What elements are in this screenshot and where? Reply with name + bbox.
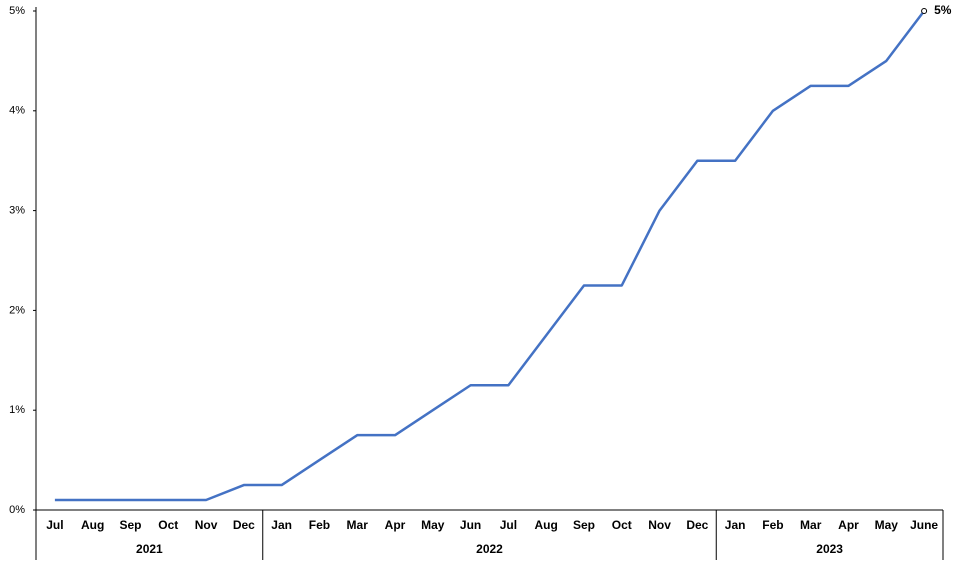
x-tick-label: Nov xyxy=(648,518,671,532)
x-tick-label: Jun xyxy=(460,518,481,532)
line-series xyxy=(54,10,926,502)
x-tick-label: Apr xyxy=(385,518,406,532)
x-tick-label: Dec xyxy=(686,518,708,532)
x-tick-label: May xyxy=(875,518,899,532)
x-tick-label: Mar xyxy=(347,518,369,532)
group-label: 2023 xyxy=(816,542,843,556)
x-tick-label: Oct xyxy=(612,518,632,532)
x-tick-label: Sep xyxy=(119,518,141,532)
x-tick-label: Feb xyxy=(309,518,330,532)
x-tick-label: Oct xyxy=(158,518,178,532)
y-tick-label: 0% xyxy=(9,504,25,516)
data-label: 5% xyxy=(934,3,952,17)
x-tick-label: Mar xyxy=(800,518,822,532)
x-tick-label: Apr xyxy=(838,518,859,532)
point-marker xyxy=(921,8,928,14)
x-tick-label: Jan xyxy=(725,518,746,532)
x-tick-label: Aug xyxy=(81,518,104,532)
x-tick-label: Feb xyxy=(762,518,783,532)
y-tick-label: 2% xyxy=(9,304,25,316)
x-tick-label: Jul xyxy=(46,518,63,532)
y-tick-label: 1% xyxy=(9,404,25,416)
y-tick-label: 5% xyxy=(9,5,25,17)
group-label: 2022 xyxy=(476,542,503,556)
x-tick-label: Dec xyxy=(233,518,255,532)
x-tick-label: Sep xyxy=(573,518,595,532)
x-tick-label: Jan xyxy=(271,518,292,532)
x-tick-label: Jul xyxy=(500,518,517,532)
group-label: 2021 xyxy=(136,542,163,556)
y-tick-label: 4% xyxy=(9,105,25,117)
y-tick-label: 3% xyxy=(9,205,25,217)
x-tick-label: June xyxy=(910,518,938,532)
x-tick-label: May xyxy=(421,518,445,532)
x-tick-label: Nov xyxy=(195,518,218,532)
x-tick-label: Aug xyxy=(535,518,558,532)
